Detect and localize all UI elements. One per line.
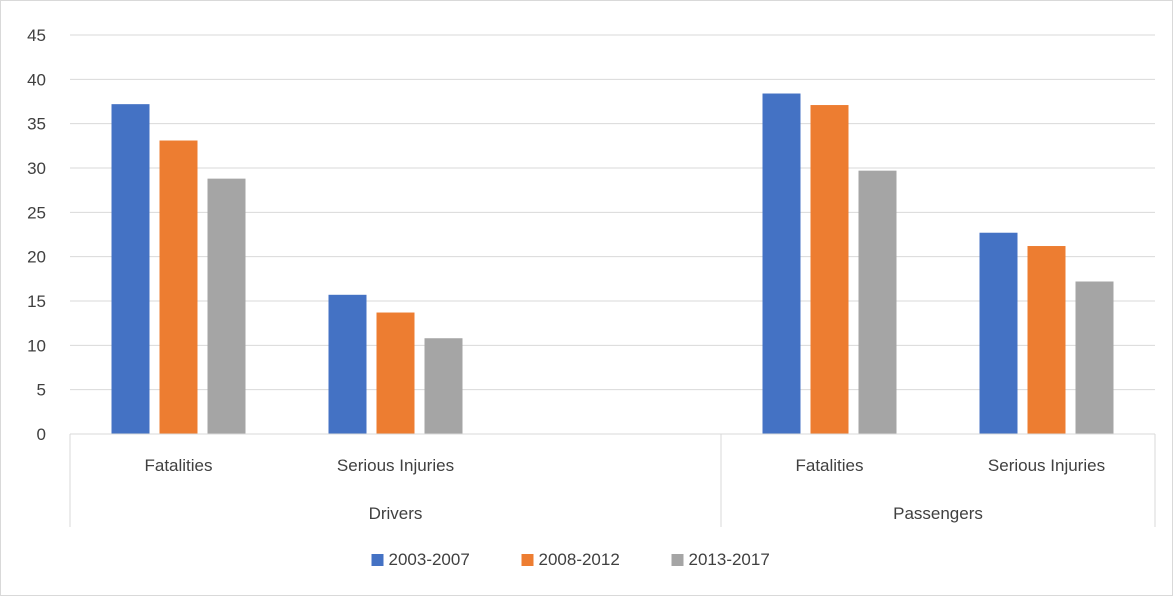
bar-2013-2017 <box>1075 281 1114 434</box>
gridlines <box>70 34 1155 391</box>
x-category-label: Serious Injuries <box>337 456 454 475</box>
y-tick-label: 10 <box>27 336 46 355</box>
bar-2008-2012 <box>376 312 415 434</box>
bars <box>111 93 1114 435</box>
x-category-label: Fatalities <box>795 456 863 475</box>
bar-2013-2017 <box>424 338 463 434</box>
legend: 2003-2007 2008-2012 2013-2017 <box>371 550 770 569</box>
legend-label: 2008-2012 <box>539 550 620 569</box>
y-tick-label: 5 <box>37 381 46 400</box>
bar-2008-2012 <box>159 140 198 434</box>
y-tick-label: 30 <box>27 159 46 178</box>
bar-2013-2017 <box>207 178 246 434</box>
legend-label: 2003-2007 <box>389 550 470 569</box>
bar-2008-2012 <box>1027 246 1066 434</box>
x-category-label: Fatalities <box>144 456 212 475</box>
legend-label: 2013-2017 <box>689 550 770 569</box>
y-tick-label: 45 <box>27 26 46 45</box>
y-tick-label: 0 <box>37 425 46 444</box>
legend-swatch <box>371 554 384 566</box>
x-group-label: Drivers <box>369 504 423 523</box>
y-tick-label: 25 <box>27 203 46 222</box>
legend-swatch <box>671 554 684 566</box>
x-category-label: Serious Injuries <box>988 456 1105 475</box>
y-tick-label: 20 <box>27 248 46 267</box>
bar-2013-2017 <box>858 170 897 434</box>
legend-swatch <box>521 554 534 566</box>
y-tick-label: 35 <box>27 115 46 134</box>
bar-2003-2007 <box>762 93 801 435</box>
bar-2003-2007 <box>111 104 150 434</box>
y-axis-tick-labels: 0 5 10 15 20 25 30 35 40 45 <box>27 26 46 444</box>
y-tick-label: 15 <box>27 292 46 311</box>
bar-2008-2012 <box>810 105 849 435</box>
x-axis: Fatalities Serious Injuries Fatalities Seri… <box>69 433 1156 527</box>
y-tick-label: 40 <box>27 70 46 89</box>
x-group-label: Passengers <box>893 504 983 523</box>
bar-2003-2007 <box>328 294 367 434</box>
bar-2003-2007 <box>979 232 1018 434</box>
